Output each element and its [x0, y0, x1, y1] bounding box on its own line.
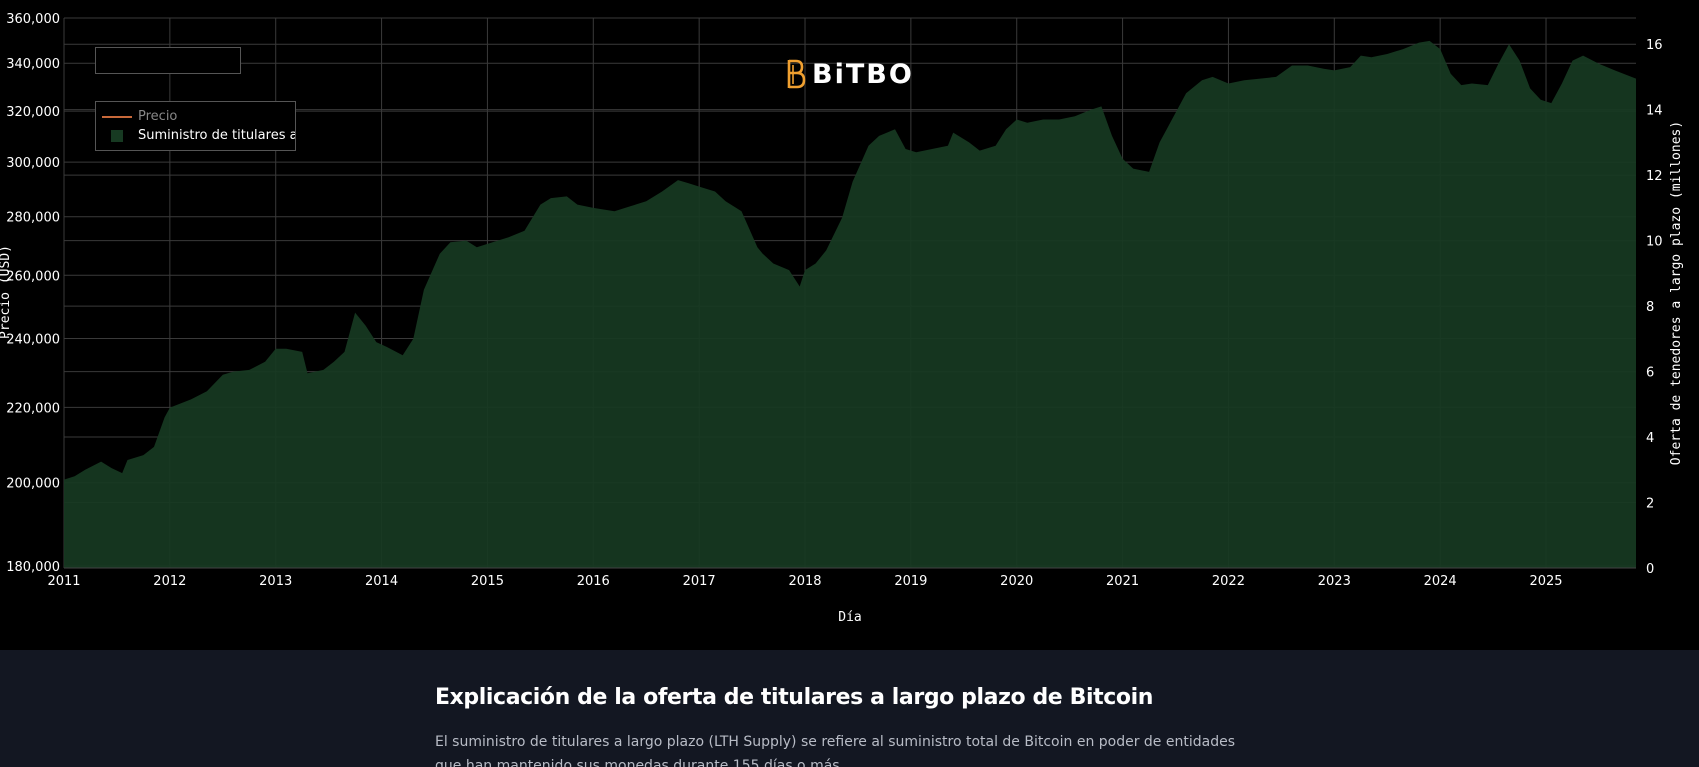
info-section: Explicación de la oferta de titulares a … [0, 650, 1699, 767]
x-tick-label: 2024 [1424, 574, 1457, 589]
date-range-box[interactable] [95, 47, 241, 74]
left-tick-label: 240,000 [6, 333, 60, 348]
legend-item-price[interactable]: Precio [96, 109, 177, 124]
right-axis-title: Oferta de tenedores a largo plazo (millo… [1669, 121, 1684, 465]
left-axis-title: Precio (USD) [0, 245, 13, 339]
x-tick-label: 2015 [471, 574, 504, 589]
left-tick-label: 340,000 [6, 57, 60, 72]
x-tick-label: 2021 [1106, 574, 1139, 589]
left-tick-label: 200,000 [6, 477, 60, 492]
lth-supply-chart: 180,000 200,000 220,000 240,000 260,000 280,0… [0, 12, 1684, 625]
left-tick-label: 320,000 [6, 105, 60, 120]
bitbo-b-icon [787, 59, 806, 89]
right-tick-label: 10 [1646, 235, 1663, 250]
price-line-swatch [102, 115, 132, 118]
left-tick-label: 180,000 [6, 560, 60, 575]
logo-text: BiTBO [812, 58, 914, 90]
bitbo-logo: BiTBO [784, 56, 914, 92]
left-tick-label: 280,000 [6, 211, 60, 226]
right-tick-label: 14 [1646, 104, 1663, 119]
right-tick-label: 8 [1646, 300, 1654, 315]
x-tick-label: 2017 [683, 574, 716, 589]
left-tick-label: 220,000 [6, 401, 60, 416]
lth-supply-area [64, 40, 1636, 568]
right-tick-label: 4 [1646, 431, 1654, 446]
legend: Precio Suministro de titulares a la [95, 101, 296, 151]
right-tick-label: 12 [1646, 169, 1663, 184]
right-tick-label: 0 [1646, 562, 1654, 577]
x-tick-label: 2013 [259, 574, 292, 589]
left-tick-label: 260,000 [6, 269, 60, 284]
left-tick-label: 300,000 [6, 156, 60, 171]
x-tick-label: 2025 [1529, 574, 1562, 589]
x-tick-label: 2022 [1212, 574, 1245, 589]
x-tick-label: 2016 [577, 574, 610, 589]
right-tick-label: 6 [1646, 366, 1654, 381]
section-title: Explicación de la oferta de titulares a … [435, 685, 1153, 710]
supply-area-swatch [111, 129, 123, 142]
left-tick-label: 360,000 [6, 12, 60, 27]
x-tick-label: 2023 [1318, 574, 1351, 589]
legend-price-label: Precio [138, 109, 178, 124]
x-tick-label: 2020 [1000, 574, 1033, 589]
x-tick-label: 2019 [894, 574, 927, 589]
chart-area: 180,000 200,000 220,000 240,000 260,000 280,0… [0, 12, 1684, 625]
section-text: El suministro de titulares a largo plazo… [435, 734, 1235, 767]
legend-item-supply[interactable]: Suministro de titulares a la [96, 128, 296, 143]
x-tick-label: 2012 [153, 574, 186, 589]
x-tick-label: 2018 [788, 574, 821, 589]
x-tick-label: 2014 [365, 574, 398, 589]
x-axis-title: Día [838, 610, 861, 625]
x-tick-label: 2011 [47, 574, 80, 589]
right-tick-label: 2 [1646, 497, 1654, 512]
right-tick-label: 16 [1646, 38, 1663, 53]
legend-supply-label: Suministro de titulares a la [138, 128, 296, 143]
